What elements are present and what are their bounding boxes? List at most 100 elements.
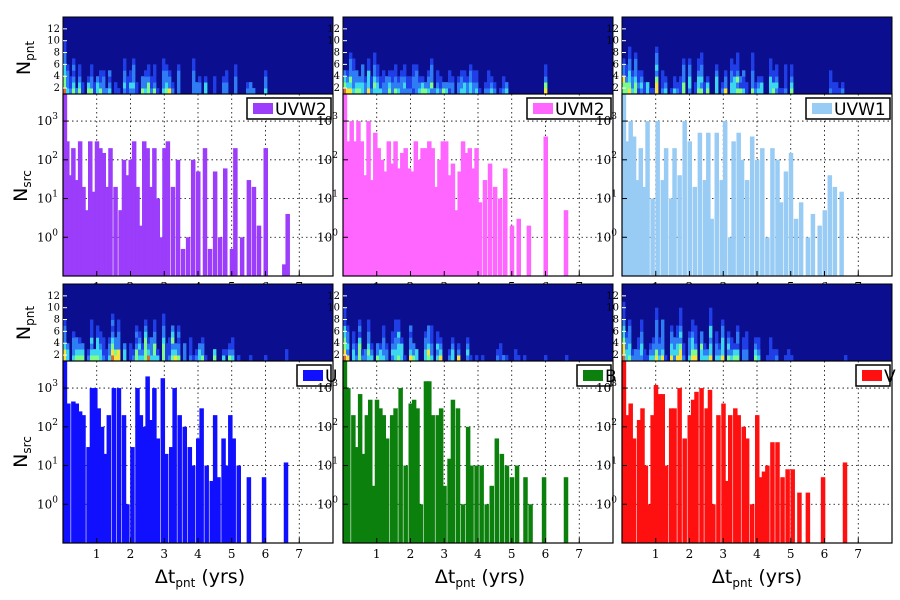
heatmap-cell bbox=[355, 70, 359, 77]
heatmap-cell bbox=[168, 70, 172, 77]
ylabel-nsrc-row2-sub: src bbox=[20, 436, 34, 454]
ytick-label-exp: 0 bbox=[52, 495, 58, 505]
bar bbox=[142, 426, 147, 543]
heatmap-cell bbox=[246, 82, 250, 89]
heatmap-cell bbox=[655, 307, 659, 315]
xlabel-col1-unit: (yrs) bbox=[195, 566, 245, 588]
heatmap-cell bbox=[72, 76, 76, 83]
heatmap-cell bbox=[700, 355, 704, 362]
heatmap-cell bbox=[682, 82, 686, 89]
heatmap-cell bbox=[171, 88, 175, 95]
heatmap-cell bbox=[409, 88, 413, 95]
heatmap-cell bbox=[670, 343, 674, 350]
bar bbox=[638, 148, 644, 276]
heatmap-cell bbox=[739, 82, 743, 89]
ytick-label-base: 10 bbox=[37, 114, 52, 128]
heatmap-cell bbox=[189, 349, 193, 356]
xlabel-col2: Δtpnt (yrs) bbox=[435, 566, 525, 590]
heatmap-cell bbox=[709, 319, 713, 326]
heatmap-cell bbox=[376, 355, 380, 362]
heatmap-cell bbox=[682, 88, 686, 95]
heatmap-ytick-label: 12 bbox=[606, 291, 619, 302]
heatmap-cell bbox=[409, 343, 413, 350]
ytick-label: 102 bbox=[317, 151, 338, 167]
bar bbox=[645, 121, 650, 276]
heatmap-cell bbox=[436, 70, 440, 77]
heatmap-cell bbox=[421, 82, 425, 89]
bar bbox=[721, 403, 726, 543]
heatmap-cell bbox=[427, 76, 431, 83]
bar bbox=[86, 447, 91, 543]
bar bbox=[190, 465, 196, 543]
bar bbox=[155, 198, 160, 276]
heatmap-cell bbox=[655, 58, 659, 65]
heatmap-cell bbox=[72, 331, 76, 338]
heatmap-cell bbox=[96, 88, 100, 95]
heatmap-cell bbox=[679, 76, 683, 83]
heatmap-cell bbox=[754, 355, 758, 362]
heatmap-cell bbox=[111, 349, 115, 356]
heatmap-cell bbox=[688, 76, 692, 83]
bar bbox=[113, 186, 118, 276]
heatmap-cell bbox=[670, 337, 674, 344]
heatmap-cell bbox=[108, 355, 112, 362]
heatmap-cell bbox=[730, 70, 734, 77]
heatmap-cell bbox=[670, 349, 674, 356]
heatmap-cell bbox=[496, 355, 500, 362]
bar bbox=[125, 504, 130, 543]
heatmap-cell bbox=[769, 58, 773, 65]
heatmap-cell bbox=[436, 331, 440, 338]
panel-uvm2: 246810121001011021031234567UVM2 bbox=[317, 16, 614, 294]
heatmap-cell bbox=[751, 64, 755, 71]
heatmap-cell bbox=[706, 355, 710, 362]
heatmap-cell bbox=[715, 70, 719, 77]
ytick-label-exp: 0 bbox=[611, 495, 617, 505]
heatmap-cell bbox=[361, 82, 365, 89]
heatmap-cell bbox=[349, 88, 353, 95]
heatmap-cell bbox=[376, 349, 380, 356]
heatmap-cell bbox=[649, 88, 653, 95]
heatmap-cell bbox=[177, 88, 181, 95]
bar bbox=[783, 171, 789, 276]
heatmap-cell bbox=[625, 70, 629, 77]
heatmap-cell bbox=[697, 88, 701, 95]
heatmap-cell bbox=[72, 82, 76, 89]
heatmap-cell bbox=[264, 82, 268, 89]
heatmap-cell bbox=[63, 88, 67, 95]
heatmap-cell bbox=[436, 88, 440, 95]
heatmap-cell bbox=[343, 319, 347, 326]
heatmap-cell bbox=[664, 76, 668, 83]
heatmap-cell bbox=[367, 337, 371, 344]
bar bbox=[790, 469, 795, 543]
ytick-label: 103 bbox=[317, 379, 338, 395]
heatmap-cell bbox=[352, 82, 356, 89]
bar bbox=[827, 175, 833, 276]
heatmap-cell bbox=[90, 343, 94, 350]
ytick-label-exp: 2 bbox=[52, 418, 58, 428]
heatmap-cell bbox=[63, 52, 67, 59]
heatmap-cell bbox=[682, 349, 686, 356]
heatmap-cell bbox=[625, 355, 629, 362]
legend-label: V bbox=[884, 367, 896, 387]
heatmap-cell bbox=[93, 349, 97, 356]
panels: 246810121001011021031234567UVW2246810121… bbox=[37, 16, 896, 561]
heatmap-cell bbox=[343, 349, 347, 356]
bar bbox=[625, 415, 630, 543]
bar bbox=[84, 210, 90, 276]
heatmap-cell bbox=[403, 64, 407, 71]
heatmap-cell bbox=[421, 76, 425, 83]
heatmap-cell bbox=[463, 70, 467, 77]
heatmap-cell bbox=[162, 58, 166, 65]
heatmap-cell bbox=[150, 343, 154, 350]
heatmap-cell bbox=[358, 319, 362, 326]
heatmap-cell bbox=[168, 88, 172, 95]
bar bbox=[111, 388, 117, 543]
heatmap-cell bbox=[346, 355, 350, 362]
bar bbox=[797, 492, 802, 543]
ytick-label: 103 bbox=[596, 379, 617, 395]
heatmap-cell bbox=[204, 88, 208, 95]
bar bbox=[755, 159, 760, 276]
heatmap-cell bbox=[177, 64, 181, 71]
